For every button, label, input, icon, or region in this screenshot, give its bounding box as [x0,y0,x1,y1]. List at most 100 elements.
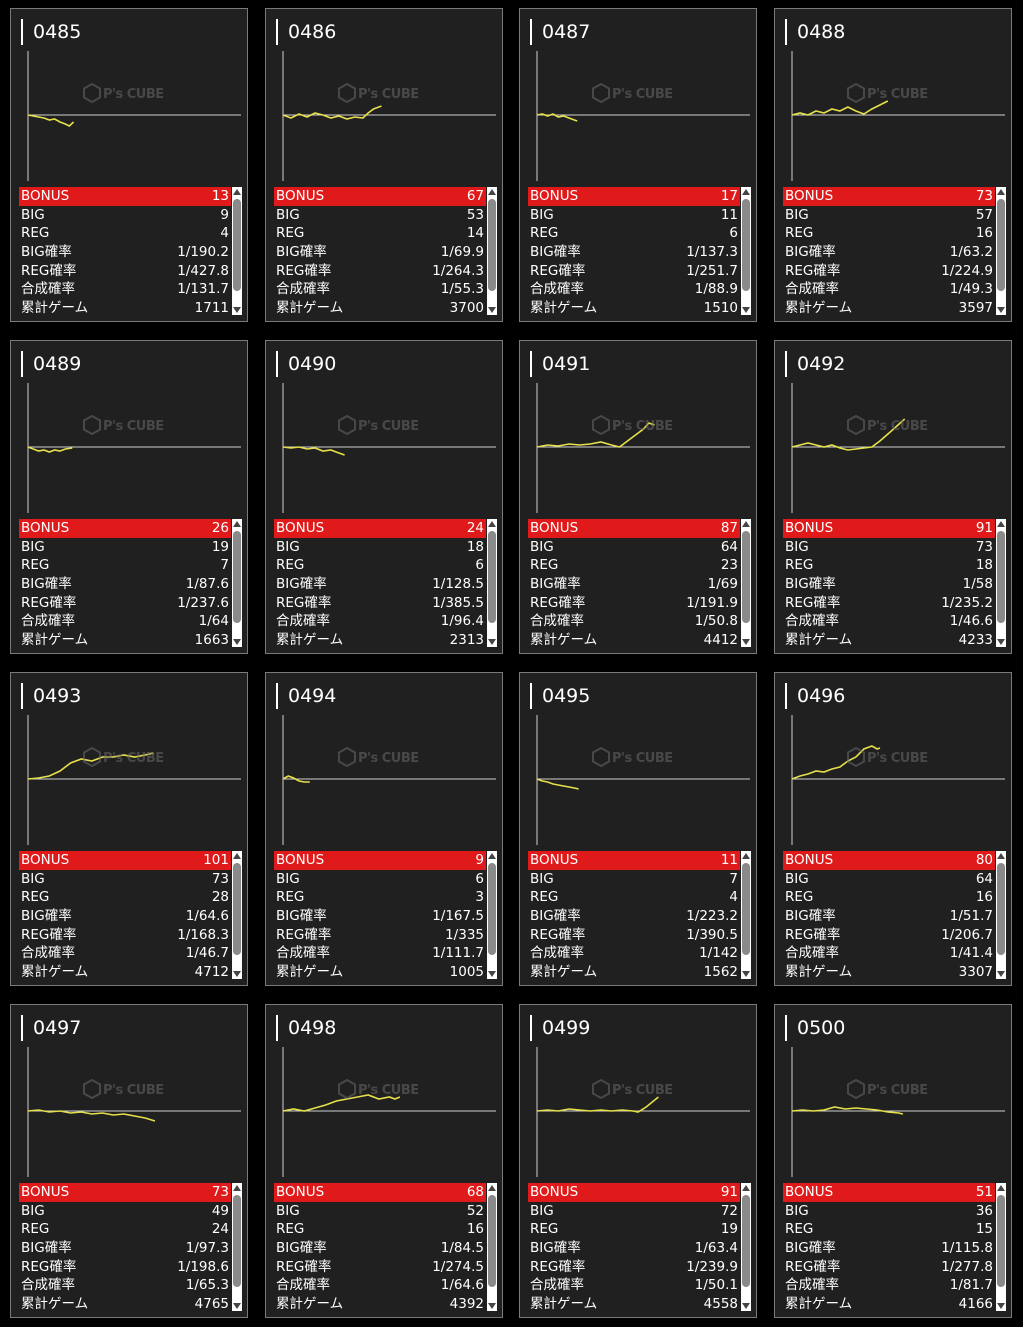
scroll-down-arrow-icon[interactable] [233,639,241,645]
scroll-down-arrow-icon[interactable] [488,1303,496,1309]
scroll-down-arrow-icon[interactable] [742,1303,750,1309]
scroll-thumb[interactable] [488,531,496,623]
scroll-thumb[interactable] [488,199,496,291]
slump-graph: P's CUBE [520,711,758,849]
scroll-up-arrow-icon[interactable] [488,853,496,859]
machine-card[interactable]: 0486 P's CUBE BONUS 67 BIG 53 REG 14 BIG確率 1/69.9… [265,8,503,322]
stats-scrollbar[interactable] [996,187,1006,315]
scroll-down-arrow-icon[interactable] [488,971,496,977]
watermark-brand: P's CUBE [867,751,928,766]
stats-scrollbar[interactable] [232,519,242,647]
scroll-up-arrow-icon[interactable] [233,189,241,195]
scroll-up-arrow-icon[interactable] [488,521,496,527]
slump-graph: P's CUBE [520,47,758,185]
scroll-down-arrow-icon[interactable] [742,971,750,977]
machine-card[interactable]: 0494 P's CUBE BONUS 9 BIG 6 REG 3 BIG確率 1/167.5 RE… [265,672,503,986]
scroll-thumb[interactable] [997,1195,1005,1287]
machine-card[interactable]: 0496 P's CUBE BONUS 80 BIG 64 REG 16 BIG確率 1/51.7… [774,672,1012,986]
scroll-down-arrow-icon[interactable] [488,307,496,313]
machine-card[interactable]: 0489 P's CUBE BONUS 26 BIG 19 REG 7 BIG確率 1/87.6 R… [10,340,248,654]
machine-number: 0488 [785,19,845,45]
scroll-down-arrow-icon[interactable] [742,307,750,313]
scroll-up-arrow-icon[interactable] [997,853,1005,859]
scroll-up-arrow-icon[interactable] [742,521,750,527]
scroll-thumb[interactable] [233,199,241,291]
stats-scrollbar[interactable] [996,851,1006,979]
stat-row-bonus: BONUS 80 [783,851,995,870]
scroll-thumb[interactable] [233,531,241,623]
machine-card[interactable]: 0500 P's CUBE BONUS 51 BIG 36 REG 15 BIG確率 1/115.… [774,1004,1012,1318]
stat-value: 2313 [449,632,484,649]
scroll-up-arrow-icon[interactable] [742,189,750,195]
scroll-down-arrow-icon[interactable] [997,639,1005,645]
stats-scrollbar[interactable] [487,851,497,979]
stats-scrollbar[interactable] [232,1183,242,1311]
machine-card[interactable]: 0490 P's CUBE BONUS 24 BIG 18 REG 6 BIG確率 1/128.5… [265,340,503,654]
scroll-up-arrow-icon[interactable] [997,521,1005,527]
scroll-down-arrow-icon[interactable] [742,639,750,645]
stats-scrollbar[interactable] [996,1183,1006,1311]
scroll-down-arrow-icon[interactable] [997,307,1005,313]
stats-scrollbar[interactable] [996,519,1006,647]
scroll-down-arrow-icon[interactable] [233,971,241,977]
scroll-up-arrow-icon[interactable] [233,853,241,859]
scroll-up-arrow-icon[interactable] [997,189,1005,195]
scroll-down-arrow-icon[interactable] [997,971,1005,977]
scroll-down-arrow-icon[interactable] [488,639,496,645]
scroll-up-arrow-icon[interactable] [742,853,750,859]
scroll-thumb[interactable] [997,863,1005,955]
machine-card[interactable]: 0485 P's CUBE BONUS 13 BIG 9 REG 4 BIG確率 1/190.2 R… [10,8,248,322]
scroll-up-arrow-icon[interactable] [233,1185,241,1191]
machine-card[interactable]: 0492 P's CUBE BONUS 91 BIG 73 REG 18 BIG確率 1/58 RE… [774,340,1012,654]
machine-card[interactable]: 0495 P's CUBE BONUS 11 BIG 7 REG 4 BIG確率 1/223.2 R… [519,672,757,986]
machine-card[interactable]: 0488 P's CUBE BONUS 73 BIG 57 REG 16 BIG確率 1/63.2… [774,8,1012,322]
stats-scrollbar[interactable] [232,851,242,979]
scroll-thumb[interactable] [742,1195,750,1287]
scroll-thumb[interactable] [233,1195,241,1287]
stat-value: 1663 [194,632,229,649]
stats-scrollbar[interactable] [741,187,751,315]
scroll-up-arrow-icon[interactable] [233,521,241,527]
machine-card[interactable]: 0498 P's CUBE BONUS 68 BIG 52 REG 16 BIG確率 1/84.5… [265,1004,503,1318]
machine-card[interactable]: 0499 P's CUBE BONUS 91 BIG 72 REG 19 BIG確率 1/63.4… [519,1004,757,1318]
scroll-thumb[interactable] [997,531,1005,623]
scroll-thumb[interactable] [488,1195,496,1287]
scroll-thumb[interactable] [997,199,1005,291]
stat-label: REG [21,557,50,574]
stat-row-reg: REG 28 [19,888,231,907]
machine-card[interactable]: 0497 P's CUBE BONUS 73 BIG 49 REG 24 BIG確率 1/97.3… [10,1004,248,1318]
scroll-up-arrow-icon[interactable] [742,1185,750,1191]
scroll-up-arrow-icon[interactable] [997,1185,1005,1191]
slump-graph: P's CUBE [11,379,249,517]
scroll-thumb[interactable] [742,531,750,623]
machine-card[interactable]: 0487 P's CUBE BONUS 17 BIG 11 REG 6 BIG確率 1/137.3… [519,8,757,322]
stat-label: BIG確率 [21,576,72,593]
scroll-up-arrow-icon[interactable] [488,189,496,195]
stats-scrollbar[interactable] [232,187,242,315]
scroll-thumb[interactable] [742,863,750,955]
stat-value: 1/111.7 [432,945,484,962]
scroll-thumb[interactable] [742,199,750,291]
stat-label: REG確率 [785,262,841,279]
stat-row-reg: REG 23 [528,556,740,575]
stats-scrollbar[interactable] [487,519,497,647]
stat-value: 1/64.6 [185,908,229,925]
stats-scrollbar[interactable] [487,1183,497,1311]
stat-row-reg-rate: REG確率 1/198.6 [19,1258,231,1277]
stats-scrollbar[interactable] [741,851,751,979]
scroll-down-arrow-icon[interactable] [997,1303,1005,1309]
stat-label: BIG [21,538,45,555]
scroll-thumb[interactable] [233,863,241,955]
stats-scrollbar[interactable] [741,1183,751,1311]
scroll-down-arrow-icon[interactable] [233,1303,241,1309]
slump-graph: P's CUBE [775,47,1013,185]
machine-card[interactable]: 0491 P's CUBE BONUS 87 BIG 64 REG 23 BIG確率 1/69 RE… [519,340,757,654]
stats-scrollbar[interactable] [741,519,751,647]
stat-value: 80 [975,852,993,868]
machine-card[interactable]: 0493 P's CUBE BONUS 101 BIG 73 REG 28 BIG確率 1/64.… [10,672,248,986]
scroll-up-arrow-icon[interactable] [488,1185,496,1191]
stat-row-big-rate: BIG確率 1/69 [528,575,740,594]
scroll-thumb[interactable] [488,863,496,955]
scroll-down-arrow-icon[interactable] [233,307,241,313]
stats-scrollbar[interactable] [487,187,497,315]
